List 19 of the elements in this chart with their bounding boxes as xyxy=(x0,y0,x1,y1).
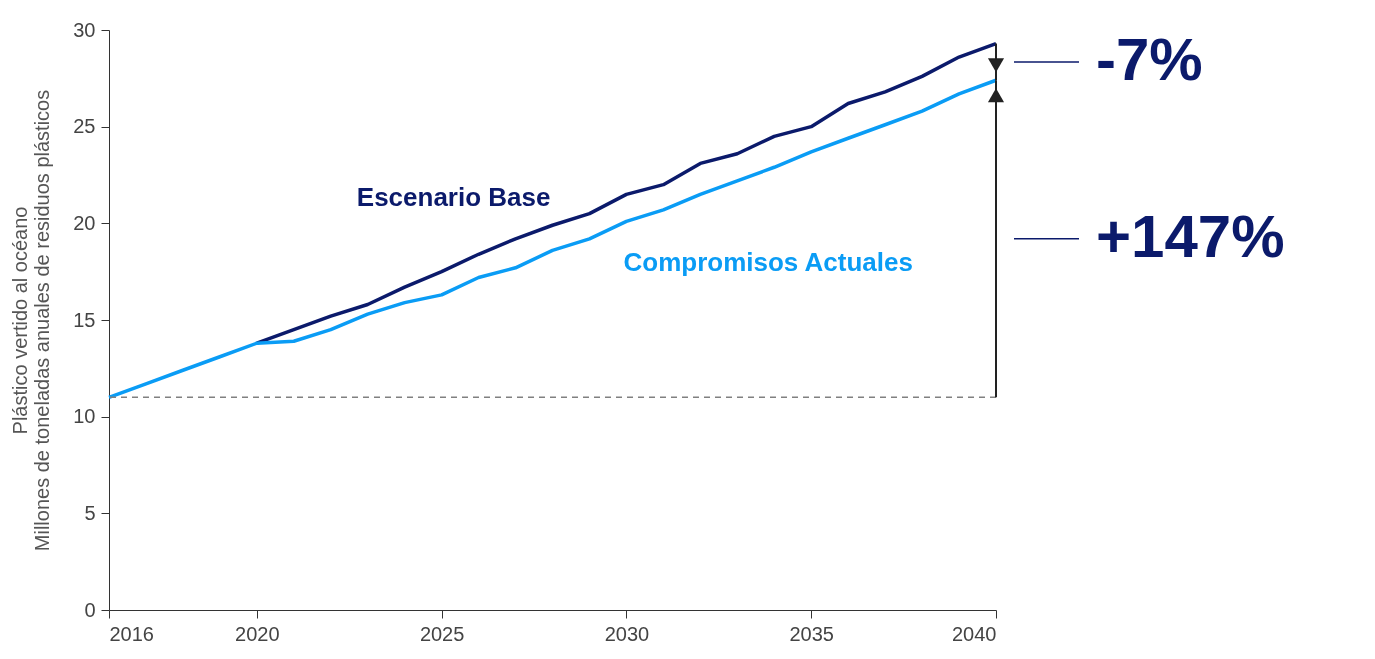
y-tick-label: 25 xyxy=(73,115,96,138)
x-tick-label: 2016 xyxy=(109,622,154,645)
series-label: Escenario Base xyxy=(356,181,551,212)
line-series xyxy=(107,78,998,400)
x-tick-label: 2030 xyxy=(604,622,650,645)
text: -7% xyxy=(1096,25,1203,93)
x-tick-label: 2035 xyxy=(789,622,834,645)
y-tick-label: 5 xyxy=(84,501,96,524)
y-tick-label: 0 xyxy=(84,598,96,621)
x-tick-label: 2040 xyxy=(952,622,997,645)
y-tick-label: 15 xyxy=(73,308,96,331)
series-label: Compromisos Actuales xyxy=(623,247,913,278)
text: +147% xyxy=(1096,202,1285,270)
y-tick-label: 20 xyxy=(73,211,96,234)
x-tick-label: 2020 xyxy=(235,622,280,645)
y-axis-title: Plástico vertido al océano Millones de toneladas anuales de residuos plásticos xyxy=(9,89,54,552)
x-tick-label: 2025 xyxy=(419,622,465,645)
y-tick-label: 30 xyxy=(73,18,96,41)
y-tick-label: 10 xyxy=(73,405,96,428)
